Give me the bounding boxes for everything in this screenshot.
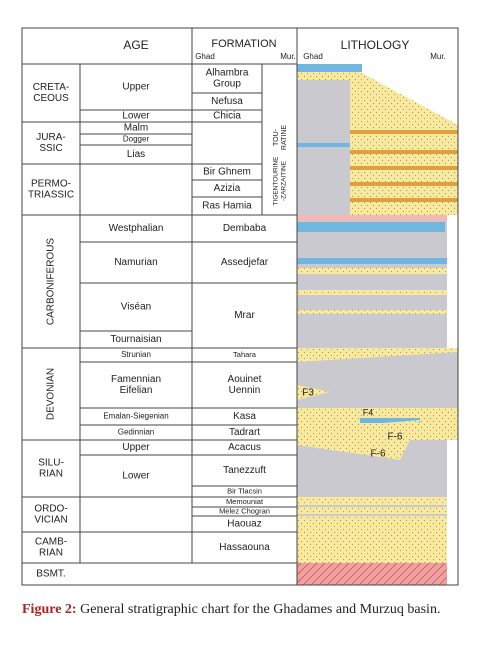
system-label: CEOUS	[33, 93, 69, 104]
stage-label: Westphalian	[109, 223, 164, 234]
header-mur: Mur.	[280, 52, 296, 61]
murzuq-formation: TIGENTOURINE	[273, 156, 280, 206]
system-label: VICIAN	[34, 515, 67, 526]
cell	[79, 496, 193, 533]
formation-label: Mrar	[234, 310, 255, 321]
header-ghad: Ghad	[195, 52, 215, 61]
formation-label: Assedjefar	[221, 257, 269, 268]
system-label: TRIASSIC	[28, 190, 74, 201]
formation-label: Group	[213, 79, 241, 90]
litho-label: F-6	[388, 432, 403, 443]
formation-label: Bir Ghnem	[203, 167, 251, 178]
cell	[191, 121, 263, 165]
litho-label: F3	[302, 388, 314, 399]
stage-label: Dogger	[123, 135, 150, 144]
litho-label: F-6	[371, 449, 386, 460]
formation-label: Ras Hamia	[202, 201, 252, 212]
formation-label: Dembaba	[223, 223, 267, 234]
stage-label: Tournaisian	[110, 334, 161, 345]
caption-label: Figure 2:	[22, 602, 77, 617]
system-label: RIAN	[39, 548, 63, 559]
formation-label: Haouaz	[227, 519, 261, 530]
formation-label: Tahara	[233, 350, 257, 359]
system-label: SILU-	[38, 458, 64, 469]
stage-label: Strunian	[121, 350, 151, 359]
formation-label: Tanezzuft	[223, 465, 266, 476]
formation-label: Acacus	[228, 442, 261, 453]
formation-label: Chicia	[213, 111, 241, 122]
system-label: BSMT.	[36, 569, 65, 580]
formation-label: Melez Chogran	[219, 506, 270, 515]
system-label: RIAN	[39, 469, 63, 480]
formation-label: Tadrart	[229, 427, 260, 438]
system-label: JURA-	[36, 132, 65, 143]
system-label: ORDO-	[34, 504, 67, 515]
header-ghad: Ghad	[303, 52, 323, 61]
caption: Figure 2: General stratigraphic chart fo…	[22, 600, 470, 620]
stage-label: Viséan	[121, 302, 151, 313]
cell	[79, 531, 193, 564]
header-mur: Mur.	[430, 52, 446, 61]
header-formation: FORMATION	[211, 38, 276, 50]
stage-label: Famennian	[111, 374, 161, 385]
lithology-column	[297, 64, 458, 585]
header-age: AGE	[123, 38, 148, 52]
stage-label: Namurian	[114, 257, 157, 268]
stage-label: Lias	[127, 149, 145, 160]
strat-chart: AGE FORMATION Ghad Mur. LITHOLOGY Ghad M…	[21, 27, 459, 586]
formation-label: Azizia	[214, 183, 241, 194]
system-label: PERMO-	[31, 179, 71, 190]
system-label: SSIC	[39, 143, 62, 154]
formation-label: Bir Tlacsin	[227, 486, 262, 495]
system-label: CRETA-	[33, 82, 69, 93]
cell	[79, 163, 193, 216]
formation-label: Hassaouna	[219, 542, 270, 553]
caption-text: General stratigraphic chart for the Ghad…	[80, 602, 441, 617]
system-label: CARBONIFEROUS	[46, 238, 57, 326]
system-label: CAMB-	[35, 537, 67, 548]
stage-label: Lower	[122, 471, 150, 482]
stage-label: Emalan-Siegenian	[103, 412, 168, 421]
stage-label: Upper	[122, 442, 150, 453]
stage-label: Eifelian	[120, 385, 153, 396]
formation-label: Nefusa	[211, 96, 243, 107]
system-label: DEVONIAN	[46, 368, 57, 420]
header-lithology: LITHOLOGY	[341, 38, 410, 52]
litho-label: F4	[363, 407, 374, 417]
murzuq-formation: TOU-	[273, 128, 280, 146]
stage-label: Malm	[124, 123, 148, 134]
formation-label: Aouinet	[228, 374, 262, 385]
murzuq-formation: -ZARZAITINE	[281, 160, 288, 201]
cell	[191, 531, 298, 564]
formation-label: Alhambra	[206, 68, 249, 79]
formation-label: Memouniat	[226, 497, 264, 506]
stage-label: Upper	[122, 82, 150, 93]
murzuq-formation: RATINE	[281, 125, 288, 150]
stage-label: Lower	[122, 111, 150, 122]
formation-label: Kasa	[233, 411, 256, 422]
formation-label: Uennin	[229, 385, 261, 396]
stage-label: Gedinnian	[118, 428, 154, 437]
